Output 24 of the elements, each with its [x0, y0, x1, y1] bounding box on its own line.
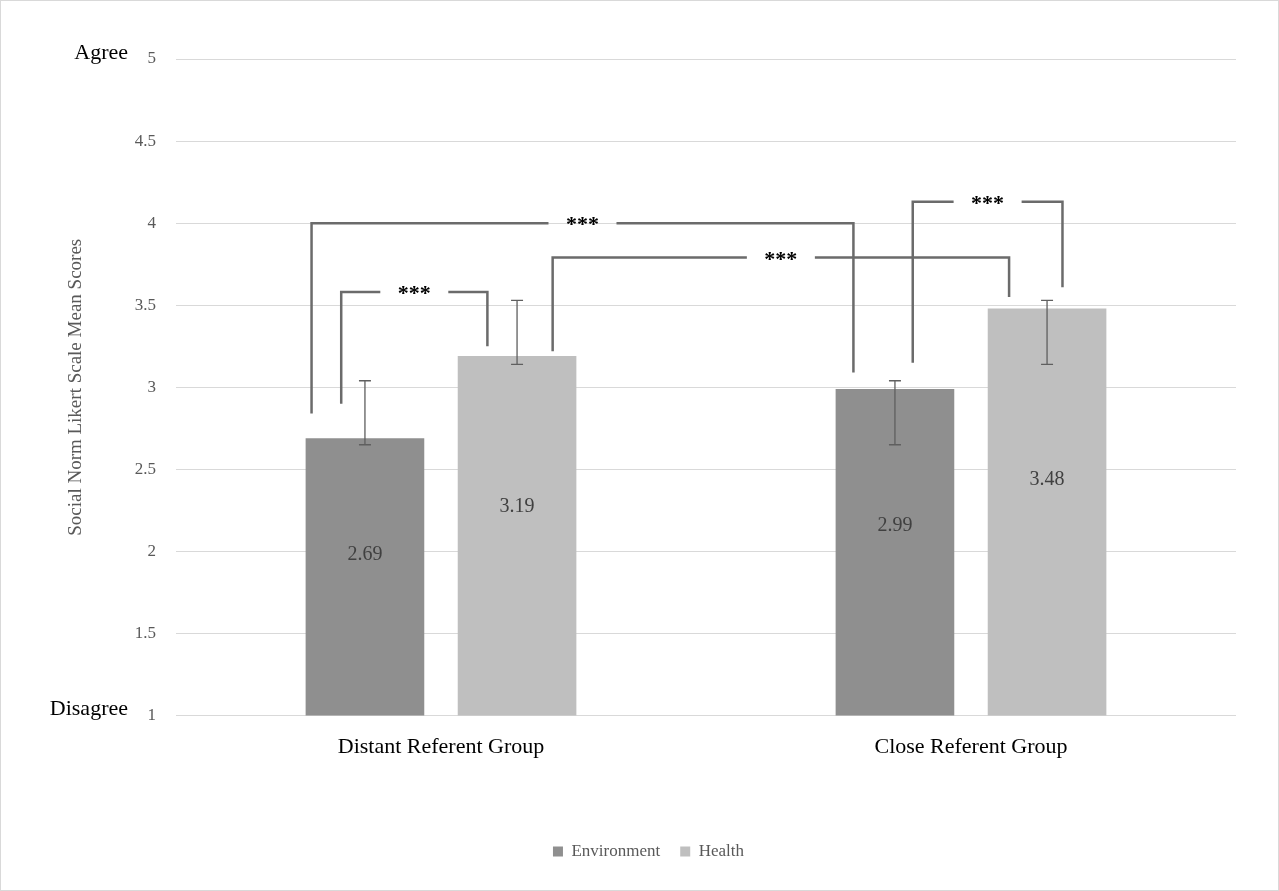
annotation: ***: [397, 280, 431, 306]
annotation: ***: [971, 189, 1005, 215]
text: Disagree: [49, 695, 128, 721]
x-tick-label: Close Referent Group: [874, 732, 1068, 758]
x-tick-label: Distant Referent Group: [337, 732, 545, 758]
y-tick-label: 2.5: [134, 458, 156, 478]
y-tick-label: 3: [147, 376, 156, 396]
y-tick-label: 2: [147, 540, 156, 560]
legend-label: Environment: [571, 840, 661, 860]
y-axis-title: Social Norm Likert Scale Mean Scores: [64, 238, 86, 536]
data-label: 3.19: [499, 494, 535, 517]
data-label: 2.69: [347, 541, 383, 564]
y-tick-label: 1: [147, 705, 156, 725]
y-tick-label: 4: [147, 212, 157, 232]
legend-label: Health: [698, 840, 745, 860]
y-tick-label: 3.5: [134, 294, 156, 314]
annotation: ***: [565, 211, 599, 237]
text: Agree: [74, 38, 128, 64]
data-label: 2.99: [877, 513, 913, 536]
y-tick-label: 4.5: [134, 130, 156, 150]
y-tick-label: 5: [147, 48, 156, 68]
y-tick-label: 1.5: [134, 622, 156, 642]
data-label: 3.48: [1029, 466, 1065, 489]
annotation: ***: [764, 245, 798, 271]
